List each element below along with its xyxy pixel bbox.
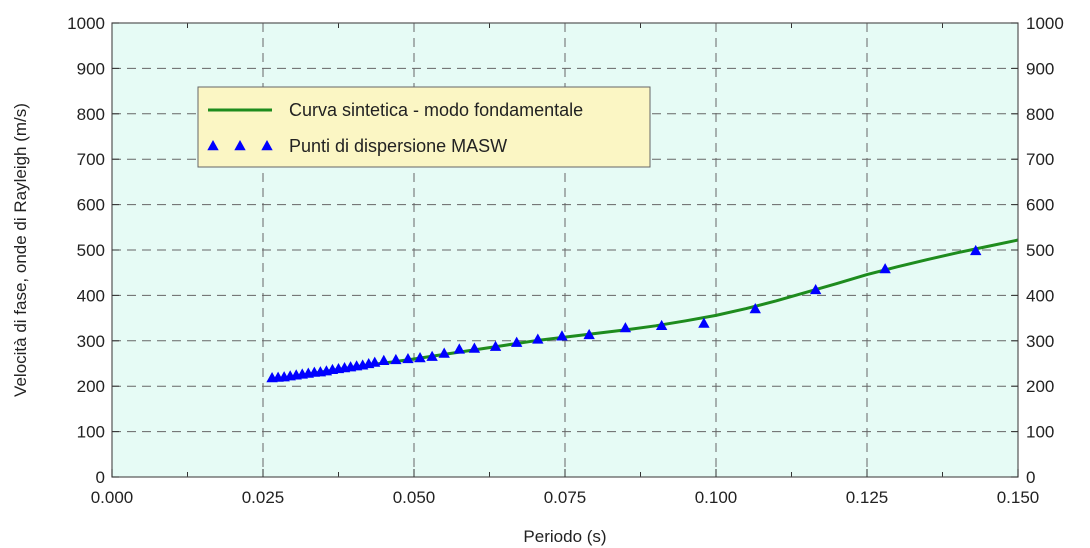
x-tick-label: 0.150 [997,488,1040,507]
y-tick-label-left: 100 [77,423,105,442]
legend-marker [207,140,219,151]
legend-entry-curve: Curva sintetica - modo fondamentale [289,100,583,120]
dispersion-point [378,354,390,365]
dispersion-point [655,319,668,331]
y-tick-label-right: 1000 [1026,14,1064,33]
y-tick-label-right: 900 [1026,59,1054,78]
dispersion-point [809,283,822,295]
dispersion-point [390,353,402,365]
x-tick-label: 0.125 [846,488,889,507]
x-tick-label: 0.100 [695,488,738,507]
y-tick-label-left: 400 [77,286,105,305]
dispersion-point [468,342,481,353]
legend-entry-points: Punti di dispersione MASW [289,136,507,156]
dispersion-point [489,340,502,351]
points-layer [266,244,982,383]
legend-marker [234,140,246,151]
y-tick-label-left: 600 [77,196,105,215]
x-axis-label: Periodo (s) [523,527,606,546]
legend: Curva sintetica - modo fondamentale Punt… [197,86,651,168]
y-tick-label-left: 700 [77,150,105,169]
legend-marker [261,140,273,151]
y-tick-label-left: 300 [77,332,105,351]
y-tick-label-left: 1000 [67,14,105,33]
y-tick-label-left: 900 [77,59,105,78]
y-tick-label-right: 100 [1026,423,1054,442]
dispersion-point [556,330,568,341]
y-tick-label-right: 300 [1026,332,1054,351]
synthetic-curve-line [271,238,1019,382]
y-tick-label-left: 0 [96,468,105,487]
dispersion-point [369,356,381,367]
y-tick-labels-left: 0 100 200 300 400 500 600 700 800 900 1000 [67,14,119,487]
y-tick-label-right: 400 [1026,286,1054,305]
x-tick-labels: 0.000 0.025 0.050 0.075 0.100 0.125 0.150 [91,469,1040,507]
y-tick-labels-right: 0 100 200 300 400 500 600 700 800 900 1000 [1011,14,1064,487]
legend-box [197,86,651,168]
y-tick-label-right: 600 [1026,196,1054,215]
dispersion-point [970,244,982,256]
dispersion-point [426,350,438,361]
y-tick-label-left: 200 [77,377,105,396]
y-tick-label-left: 800 [77,105,105,124]
dispersion-point [619,322,632,333]
dispersion-point [879,263,891,274]
x-tick-label: 0.000 [91,488,134,507]
y-tick-label-right: 0 [1026,468,1035,487]
x-tick-label: 0.025 [242,488,285,507]
y-tick-label-right: 200 [1026,377,1054,396]
dispersion-point [414,352,426,363]
dispersion-point [532,333,544,344]
dispersion-point [749,303,761,314]
dispersion-point [402,352,414,364]
legend-marker-swatch [207,140,273,151]
x-tick-label: 0.050 [393,488,436,507]
dispersion-point [583,328,595,340]
y-tick-label-right: 500 [1026,241,1054,260]
curve-layer [271,238,1019,382]
y-axis-label: Velocità di fase, onde di Rayleigh (m/s) [11,103,30,397]
dispersion-point [453,343,465,354]
y-tick-label-right: 700 [1026,150,1054,169]
dispersion-point [510,336,523,347]
dispersion-point [698,317,710,328]
minor-ticks [187,23,943,477]
x-tick-label: 0.075 [544,488,587,507]
dispersion-point [438,347,450,358]
y-tick-label-left: 500 [77,241,105,260]
y-tick-label-right: 800 [1026,105,1054,124]
